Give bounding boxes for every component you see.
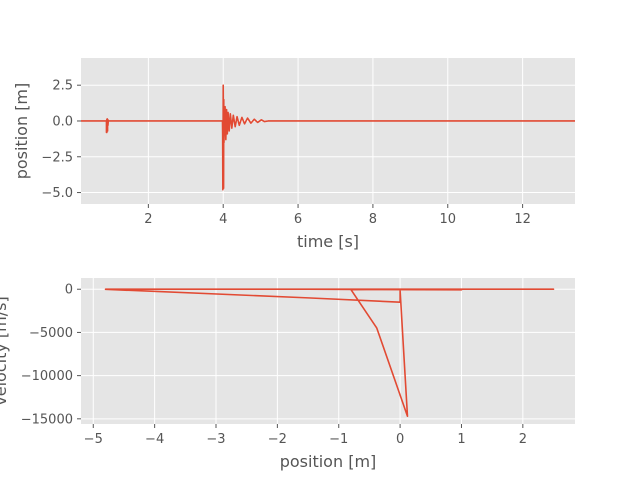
top-y-tick-label: 2.5 (52, 79, 73, 94)
bottom-plot-area: −5 −4 −3 −2 −1 0 1 2 0 −5000 −10000 −15000 position … (0, 278, 575, 471)
top-y-axis-label: position [m] (12, 83, 31, 180)
top-x-tick-label: 8 (369, 212, 377, 227)
bottom-x-tick-label: −1 (329, 432, 348, 447)
top-x-tick-label: 10 (439, 212, 456, 227)
bottom-x-tick-label: −2 (268, 432, 287, 447)
top-x-tick-label: 4 (219, 212, 227, 227)
bottom-x-tick-label: 0 (396, 432, 404, 447)
bottom-x-axis-label: position [m] (280, 452, 377, 471)
top-plot-area: 2 4 6 8 10 12 2.5 0.0 −2.5 −5.0 time [s] position [… (12, 58, 575, 251)
bottom-y-tick-label: −10000 (21, 369, 73, 384)
bottom-y-tick-label: −5000 (29, 326, 73, 341)
top-y-tick-label: −2.5 (41, 150, 73, 165)
top-series-line (81, 84, 575, 191)
top-y-tick-label: −5.0 (41, 186, 73, 201)
bottom-y-tick-label: −15000 (21, 412, 73, 427)
top-x-tick-label: 6 (294, 212, 302, 227)
bottom-plot-background (81, 278, 575, 424)
bottom-x-tick-label: −3 (206, 432, 225, 447)
bottom-series-line (104, 288, 555, 418)
top-y-tick-label: 0.0 (52, 114, 73, 129)
bottom-y-tick-label: 0 (65, 283, 73, 298)
top-x-tick-label: 12 (514, 212, 531, 227)
bottom-x-tick-label: −4 (145, 432, 164, 447)
bottom-x-tick-label: −5 (84, 432, 103, 447)
top-x-axis-label: time [s] (297, 232, 359, 251)
bottom-y-axis-label: velocity [m/s] (0, 296, 10, 405)
bottom-x-tick-label: 2 (519, 432, 527, 447)
top-x-tick-label: 2 (144, 212, 152, 227)
bottom-x-tick-label: 1 (457, 432, 465, 447)
top-plot-background (81, 58, 575, 204)
